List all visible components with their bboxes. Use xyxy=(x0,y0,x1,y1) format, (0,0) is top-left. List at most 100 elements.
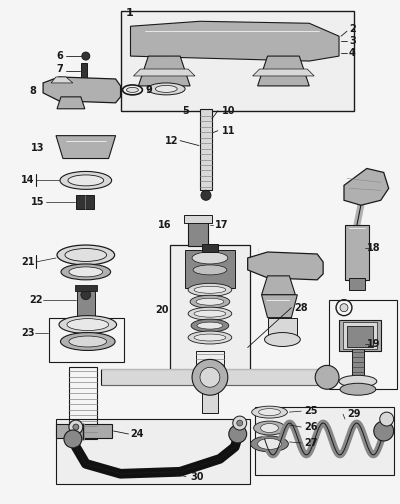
Text: 10: 10 xyxy=(222,106,235,116)
Ellipse shape xyxy=(147,83,185,95)
Bar xyxy=(196,351,224,373)
Bar xyxy=(349,278,365,290)
Text: 15: 15 xyxy=(31,197,45,207)
Bar xyxy=(255,407,394,475)
Ellipse shape xyxy=(258,409,280,416)
Text: 3: 3 xyxy=(349,36,356,46)
Bar xyxy=(81,63,87,85)
Ellipse shape xyxy=(194,310,226,317)
Polygon shape xyxy=(347,326,373,347)
Polygon shape xyxy=(56,136,116,159)
Text: 22: 22 xyxy=(29,295,43,305)
Circle shape xyxy=(200,367,220,387)
Text: 1: 1 xyxy=(126,9,133,18)
Text: 12: 12 xyxy=(165,136,179,146)
Polygon shape xyxy=(134,69,195,76)
Ellipse shape xyxy=(194,334,226,341)
Circle shape xyxy=(229,425,247,443)
Circle shape xyxy=(233,416,247,430)
Polygon shape xyxy=(344,168,389,205)
Text: 21: 21 xyxy=(21,257,35,267)
Bar xyxy=(343,322,377,349)
Polygon shape xyxy=(253,69,314,76)
Ellipse shape xyxy=(57,245,114,265)
Ellipse shape xyxy=(258,438,282,450)
Text: 2: 2 xyxy=(349,24,356,34)
Bar xyxy=(202,385,218,413)
Bar xyxy=(69,367,97,439)
Polygon shape xyxy=(262,276,295,295)
Bar xyxy=(200,109,212,191)
Bar xyxy=(170,245,250,374)
Ellipse shape xyxy=(188,307,232,320)
Polygon shape xyxy=(130,21,339,61)
Text: 28: 28 xyxy=(294,303,308,312)
Text: 16: 16 xyxy=(158,220,172,230)
Circle shape xyxy=(69,420,83,434)
Bar xyxy=(120,11,354,111)
Text: 25: 25 xyxy=(304,406,318,416)
Ellipse shape xyxy=(69,267,103,277)
Polygon shape xyxy=(51,77,73,83)
Text: 18: 18 xyxy=(367,243,380,253)
Circle shape xyxy=(340,304,348,311)
Text: 19: 19 xyxy=(367,340,380,349)
Text: 9: 9 xyxy=(145,85,152,95)
Circle shape xyxy=(201,191,211,200)
Ellipse shape xyxy=(192,252,228,264)
Text: 5: 5 xyxy=(182,106,189,116)
Text: 30: 30 xyxy=(190,472,204,482)
Bar xyxy=(329,300,397,389)
Bar xyxy=(56,424,112,438)
Circle shape xyxy=(315,365,339,389)
Ellipse shape xyxy=(193,265,227,275)
Ellipse shape xyxy=(260,423,278,432)
Circle shape xyxy=(192,359,228,395)
Bar xyxy=(339,320,381,351)
Ellipse shape xyxy=(155,85,177,92)
Ellipse shape xyxy=(254,421,286,435)
Bar xyxy=(185,250,235,288)
Polygon shape xyxy=(262,295,297,318)
Ellipse shape xyxy=(191,319,229,332)
Text: 11: 11 xyxy=(222,125,235,136)
Text: 8: 8 xyxy=(29,86,36,96)
Circle shape xyxy=(73,424,79,430)
Ellipse shape xyxy=(339,375,377,387)
Ellipse shape xyxy=(196,298,224,305)
Bar xyxy=(49,318,124,362)
Bar xyxy=(188,218,208,246)
Ellipse shape xyxy=(264,333,300,346)
Text: 27: 27 xyxy=(304,438,318,448)
Ellipse shape xyxy=(65,248,107,262)
Bar xyxy=(76,196,94,209)
Text: 26: 26 xyxy=(304,422,318,432)
Ellipse shape xyxy=(59,316,116,334)
Ellipse shape xyxy=(340,383,376,395)
Circle shape xyxy=(81,290,91,300)
Text: 17: 17 xyxy=(215,220,228,230)
Ellipse shape xyxy=(251,436,288,452)
Bar xyxy=(101,369,329,385)
Text: 13: 13 xyxy=(31,143,45,153)
Text: 29: 29 xyxy=(347,409,360,419)
Bar xyxy=(268,318,297,336)
Ellipse shape xyxy=(194,286,226,293)
Circle shape xyxy=(374,421,394,441)
Polygon shape xyxy=(258,56,309,86)
Text: 24: 24 xyxy=(130,429,144,439)
Polygon shape xyxy=(248,252,323,280)
Bar xyxy=(75,285,97,291)
Ellipse shape xyxy=(126,87,138,92)
Ellipse shape xyxy=(61,264,111,280)
Circle shape xyxy=(64,430,82,448)
Ellipse shape xyxy=(252,406,287,418)
Ellipse shape xyxy=(67,319,109,331)
Text: 7: 7 xyxy=(56,64,63,74)
Polygon shape xyxy=(138,56,190,86)
Text: 4: 4 xyxy=(349,48,356,58)
Circle shape xyxy=(380,412,394,426)
Ellipse shape xyxy=(190,295,230,308)
Bar xyxy=(352,349,364,377)
Bar xyxy=(184,215,212,223)
